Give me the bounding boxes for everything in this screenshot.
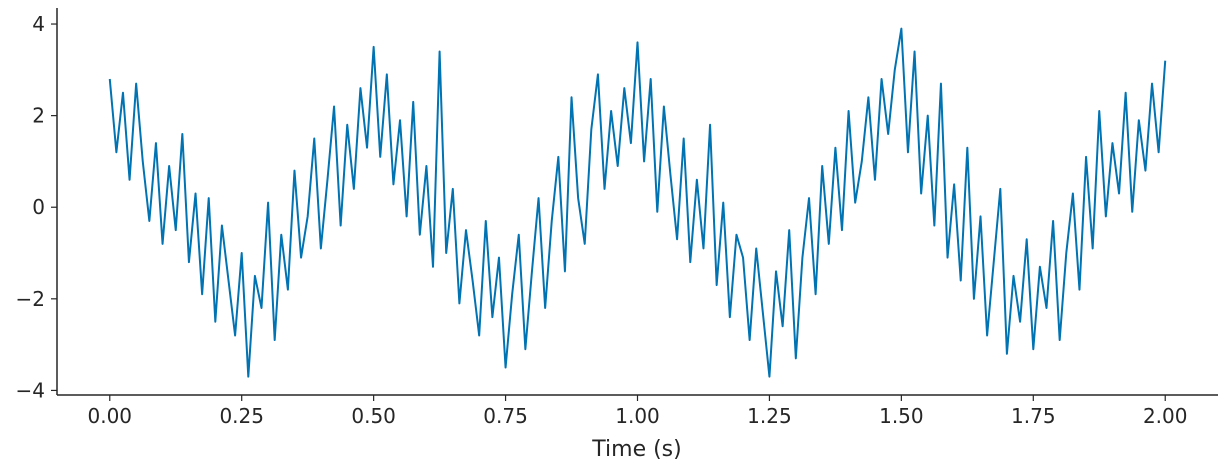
y-tick-label: −2 bbox=[16, 287, 45, 311]
x-tick-label: 2.00 bbox=[1143, 404, 1188, 428]
y-tick-label: 0 bbox=[32, 195, 45, 219]
x-tick-label: 1.50 bbox=[879, 404, 924, 428]
y-tick-label: 4 bbox=[32, 12, 45, 36]
x-axis-label: Time (s) bbox=[591, 437, 681, 462]
x-tick-label: 1.25 bbox=[747, 404, 792, 428]
x-tick-label: 0.50 bbox=[351, 404, 396, 428]
signal-line bbox=[108, 27, 1167, 378]
y-tick-label: 2 bbox=[32, 104, 45, 128]
x-tick-label: 0.25 bbox=[219, 404, 264, 428]
x-tick-label: 1.00 bbox=[615, 404, 660, 428]
x-tick-label: 0.75 bbox=[483, 404, 528, 428]
x-tick-label: 0.00 bbox=[88, 404, 133, 428]
x-tick-label: 1.75 bbox=[1011, 404, 1056, 428]
y-tick-label: −4 bbox=[16, 378, 45, 402]
